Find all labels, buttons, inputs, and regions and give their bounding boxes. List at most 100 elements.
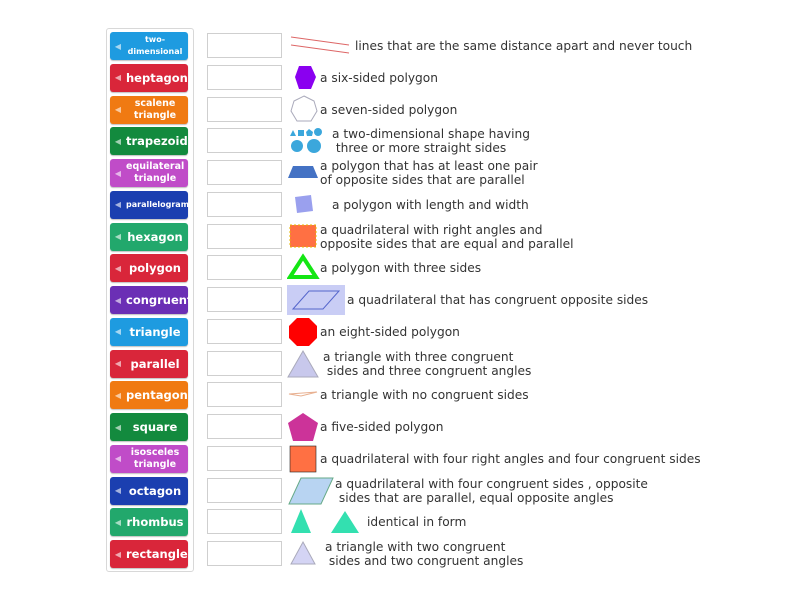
definition-text: a polygon with three sides [320,261,482,276]
term-tile[interactable]: ◀ trapezoid [110,127,188,156]
answer-drop-slot[interactable] [207,191,282,217]
definition-text: a polygon that has at least one pair of … [320,159,538,187]
rhombus-icon [288,477,334,504]
definition-text: a polygon with length and width [332,197,529,212]
answer-drop-slot[interactable] [207,33,282,58]
speaker-icon[interactable]: ◀ [114,105,122,114]
definition-text: a triangle with two congruent sides and … [325,540,524,568]
equilateral-triangle-icon [287,349,319,377]
trapezoid-icon [288,166,318,178]
term-label: octagon [128,483,182,498]
definition-text: a seven-sided polygon [320,102,458,117]
term-tile[interactable]: ◀ two-dimensional [110,32,188,60]
definition-text: identical in form [367,515,467,530]
speaker-icon[interactable]: ◀ [114,295,122,305]
speaker-icon[interactable]: ◀ [114,168,122,178]
term-label: polygon [129,261,181,276]
answer-drop-slot[interactable] [207,477,282,503]
speaker-icon[interactable]: ◀ [114,136,122,146]
answer-drop-slot[interactable] [207,128,282,154]
answer-drop-slot[interactable] [207,160,282,185]
term-tile[interactable]: ◀ polygon [110,254,188,283]
term-tile[interactable]: ◀ pentagon [110,381,188,410]
scalene-triangle-icon [288,391,318,397]
term-label: pentagon [126,388,188,403]
isosceles-triangle-icon [290,540,316,565]
heptagon-icon [290,94,318,121]
speaker-icon[interactable]: ◀ [114,200,122,210]
term-label: parallel [130,356,180,371]
term-label: rhombus [126,515,184,530]
term-label: heptagon [126,70,188,85]
term-tile[interactable]: ◀ hexagon [110,222,188,251]
answer-drop-slot[interactable] [207,509,282,535]
speaker-icon[interactable]: ◀ [114,486,122,495]
term-tile[interactable]: ◀ octagon [110,476,188,505]
term-label: hexagon [127,229,183,244]
rectangle-icon [289,224,317,247]
parallel-lines-icon [290,36,350,54]
congruent-triangles-icon [291,509,359,534]
definition-text: lines that are the same distance apart a… [355,39,693,53]
term-label: triangle [129,324,181,339]
triangle-icon [287,253,320,280]
speaker-icon[interactable]: ◀ [114,517,122,527]
answer-drop-slot[interactable] [207,382,282,408]
answer-drop-slot[interactable] [207,350,282,376]
answer-drop-slot[interactable] [207,223,282,249]
answer-drop-slot[interactable] [207,445,282,471]
answer-drop-slot[interactable] [207,64,282,90]
term-tile[interactable]: ◀ square [110,413,188,441]
polygons-icon [290,128,322,154]
term-tile[interactable]: ◀ triangle [110,317,188,346]
term-label: two-dimensional [127,35,183,56]
term-label: congruent [126,293,193,307]
term-tile[interactable]: ◀ parallelogram [110,190,189,219]
square-2d-icon [295,194,313,213]
answer-drop-slot[interactable] [207,255,282,281]
speaker-icon[interactable]: ◀ [114,327,122,337]
term-tile[interactable]: ◀ isosceles triangle [110,444,188,473]
definition-text: a triangle with three congruent sides an… [323,349,532,378]
term-tile[interactable]: ◀ congruent [110,286,192,314]
term-label: scalene triangle [133,97,177,121]
definition-text: a quadrilateral with four congruent side… [335,476,648,505]
hexagon-icon [295,65,316,89]
answer-drop-slot[interactable] [207,541,282,566]
answer-drop-slot[interactable] [207,318,282,344]
answer-drop-slot[interactable] [207,414,282,439]
speaker-icon[interactable]: ◀ [114,73,122,83]
speaker-icon[interactable]: ◀ [114,41,122,51]
speaker-icon[interactable]: ◀ [114,359,122,368]
speaker-icon[interactable]: ◀ [114,390,122,400]
speaker-icon[interactable]: ◀ [114,263,122,273]
term-tile[interactable]: ◀ scalene triangle [110,95,188,124]
term-tile[interactable]: ◀ rectangle [110,540,188,568]
term-label: equilateral triangle [126,161,185,184]
term-tile[interactable]: ◀ rhombus [110,508,188,537]
speaker-icon[interactable]: ◀ [114,454,122,464]
definition-text: an eight-sided polygon [320,324,460,339]
octagon-icon [289,317,317,346]
term-tile[interactable]: ◀ equilateral triangle [110,159,188,187]
square-icon [289,445,317,473]
parallelogram-icon [287,285,345,315]
pentagon-icon [288,413,318,441]
speaker-icon[interactable]: ◀ [114,422,122,432]
term-tile[interactable]: ◀ parallel [110,349,188,378]
definition-text: a quadrilateral with right angles and op… [320,222,574,251]
definition-text: a quadrilateral that has congruent oppos… [347,293,649,307]
speaker-icon[interactable]: ◀ [114,232,122,241]
term-tile[interactable]: ◀ heptagon [110,63,188,92]
term-label: trapezoid [126,134,188,149]
answer-drop-slot[interactable] [207,287,282,312]
definition-text: a triangle with no congruent sides [320,388,529,403]
term-label: square [132,420,178,434]
speaker-icon[interactable]: ◀ [114,549,122,559]
answer-drop-slot[interactable] [207,96,282,122]
definition-text: a two-dimensional shape having three or … [332,127,530,156]
definition-text: a five-sided polygon [320,420,444,434]
term-label: parallelogram [126,199,190,209]
definition-text: a six-sided polygon [320,70,438,85]
definition-text: a quadrilateral with four right angles a… [320,451,701,466]
